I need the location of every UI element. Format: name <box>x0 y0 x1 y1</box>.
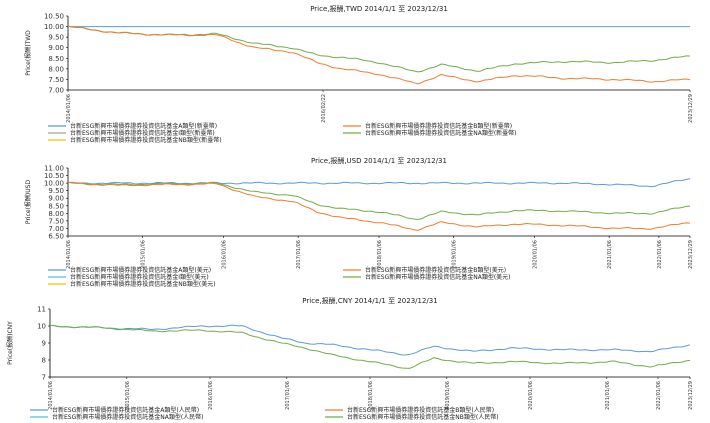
x-tick-label: 2023/12/29 <box>688 381 694 410</box>
x-tick-label: 2023/12/29 <box>688 94 694 123</box>
y-tick-label: 9.00 <box>48 44 64 52</box>
y-tick-label: 8.00 <box>48 65 64 73</box>
y-tick-label: 8.00 <box>48 210 64 218</box>
x-tick-label: 2018/01/06 <box>368 381 374 410</box>
legend-label: 台新ESG新興市場債券證券投資信託基金A類型(人民幣) <box>52 406 199 414</box>
series-line-1-2 <box>67 181 691 231</box>
x-tick-label: 2020/01/06 <box>528 381 534 410</box>
y-tick-label: 8.50 <box>48 202 64 210</box>
y-tick-label: 9.00 <box>48 195 64 203</box>
series-line-2-0 <box>49 324 691 356</box>
legend-label: 台新ESG新興市場債券證券投資信託基金B類型(美元) <box>365 266 506 274</box>
x-tick-label: 2023/12/29 <box>688 240 694 269</box>
y-tick-label: 10.50 <box>44 13 64 21</box>
series-line-0-1 <box>67 25 691 73</box>
chart-title-0: Price,报酬,TWD 2014/1/1 至 2023/12/31 <box>310 4 448 13</box>
x-tick-label: 2015/01/06 <box>141 240 147 269</box>
legend-label: 台新ESG新興市場債券證券投資信託基金B類型(新臺幣) <box>365 122 512 130</box>
y-tick-label: 10.00 <box>44 180 64 188</box>
series-line-2-1 <box>49 324 691 369</box>
legend-label: 台新ESG新興市場債券證券投資信託基金I類型(新臺幣) <box>70 129 215 137</box>
x-tick-label: 2015/01/06 <box>125 381 131 410</box>
y-tick-label: 9.50 <box>48 187 64 195</box>
legend-label: 台新ESG新興市場債券證券投資信託基金NB類型(人民幣) <box>347 413 499 421</box>
legend-label: 台新ESG新興市場債券證券投資信託基金NB類型(新臺幣) <box>70 136 222 144</box>
y-tick-label: 7.50 <box>48 217 64 225</box>
x-tick-label: 2020/01/06 <box>533 240 539 269</box>
legend-label: 台新ESG新興市場債券證券投資信託基金A類型(新臺幣) <box>70 122 217 130</box>
legend-label: 台新ESG新興市場債券證券投資信託基金NA類型(新臺幣) <box>365 129 517 137</box>
y-tick-label: 7.00 <box>48 225 64 233</box>
y-tick-label: 10 <box>37 323 46 331</box>
y-tick-label: 11 <box>37 306 46 314</box>
legend-label: 台新ESG新興市場債券證券投資信託基金NB類型(美元) <box>70 280 216 288</box>
x-tick-label: 2022/01/06 <box>656 381 662 410</box>
x-tick-label: 2021/01/06 <box>605 381 611 410</box>
y-tick-label: 11.00 <box>44 165 64 173</box>
y-tick-label: 6.50 <box>48 233 64 241</box>
x-tick-label: 2018/01/06 <box>377 240 383 269</box>
x-tick-label: 2014/01/06 <box>48 381 54 410</box>
legend-label: 台新ESG新興市場債券證券投資信託基金A類型(美元) <box>70 266 211 274</box>
series-line-1-1 <box>67 181 691 221</box>
x-tick-label: 2017/01/06 <box>285 381 291 410</box>
y-tick-label: 9.50 <box>48 34 64 42</box>
legend-label: 台新ESG新興市場債券證券投資信託基金I類型(美元) <box>70 273 209 281</box>
x-tick-label: 2019/01/06 <box>445 381 451 410</box>
y-axis-label-2: Price(报酬)CNY <box>6 321 14 365</box>
x-tick-label: 2019/01/06 <box>452 240 458 269</box>
legend-label: 台新ESG新興市場債券證券投資信託基金NA類型(人民幣) <box>52 413 204 421</box>
chart-title-1: Price,报酬,USD 2014/1/1 至 2023/12/31 <box>311 156 447 165</box>
x-tick-label: 2014/01/06 <box>66 240 72 269</box>
y-tick-label: 8 <box>42 357 46 365</box>
y-tick-label: 7.50 <box>48 76 64 84</box>
x-tick-label: 2016/01/06 <box>208 381 214 410</box>
legend-label: 台新ESG新興市場債券證券投資信託基金NA類型(美元) <box>365 273 511 281</box>
y-tick-label: 7 <box>42 374 46 382</box>
y-tick-label: 10.50 <box>44 172 64 180</box>
x-tick-label: 2021/01/06 <box>607 240 613 269</box>
chart-title-2: Price,报酬,CNY 2014/1/1 至 2023/12/31 <box>302 296 437 305</box>
x-tick-label: 2017/01/06 <box>296 240 302 269</box>
y-tick-label: 10.00 <box>44 23 64 31</box>
y-tick-label: 7.00 <box>48 87 64 95</box>
y-axis-label-0: Price(报酬)TWD <box>24 30 32 76</box>
x-tick-label: 2016/01/06 <box>222 240 228 269</box>
series-line-0-2 <box>67 25 691 85</box>
y-axis-label-1: Price(报酬)USD <box>24 180 32 225</box>
x-tick-label: 2022/01/06 <box>657 240 663 269</box>
x-tick-label: 2016/02/22 <box>321 94 327 123</box>
y-tick-label: 9 <box>42 340 46 348</box>
x-tick-label: 2014/01/06 <box>66 94 72 123</box>
y-tick-label: 8.50 <box>48 55 64 63</box>
legend-label: 台新ESG新興市場債券證券投資信託基金B類型(人民幣) <box>347 406 494 414</box>
series-line-1-0 <box>67 178 691 188</box>
